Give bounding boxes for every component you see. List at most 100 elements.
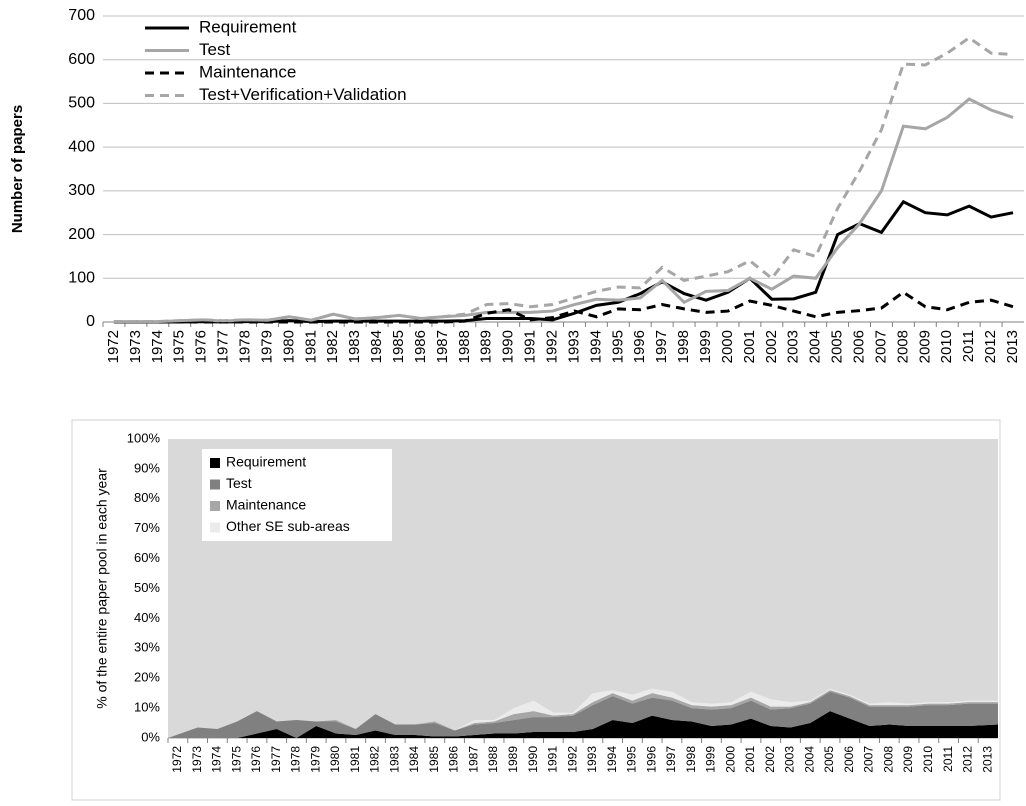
x-tick-label: 2012 — [961, 746, 975, 773]
x-tick-label: 1994 — [587, 330, 604, 363]
y-tick-label: 90% — [134, 460, 160, 475]
y-tick-label: 700 — [68, 7, 95, 24]
legend-swatch — [210, 501, 220, 511]
series-line — [113, 199, 1014, 324]
x-tick-label: 2005 — [822, 746, 836, 773]
x-tick-label: 2003 — [783, 746, 797, 773]
y-tick-label: 50% — [134, 580, 160, 595]
series-line — [113, 36, 1014, 324]
y-tick-label: 600 — [68, 51, 95, 68]
y-tick-label: 500 — [68, 95, 95, 112]
legend-label: Other SE sub-areas — [226, 518, 350, 534]
x-tick-label: 2004 — [802, 746, 816, 773]
x-tick-label: 1980 — [280, 330, 297, 363]
y-tick-label: 300 — [68, 182, 95, 199]
x-tick-label: 1984 — [407, 746, 421, 773]
y-tick-label: 10% — [134, 700, 160, 715]
x-tick-label: 1988 — [486, 746, 500, 773]
x-tick-label: 1972 — [170, 746, 184, 773]
y-tick-label: 200 — [68, 226, 95, 243]
x-tick-label: 2003 — [785, 330, 802, 363]
x-tick-label: 2002 — [763, 746, 777, 773]
x-tick-label: 1976 — [249, 746, 263, 773]
y-tick-label: 0 — [86, 313, 95, 330]
x-tick-label: 1973 — [127, 330, 144, 363]
x-tick-label: 1974 — [149, 330, 166, 363]
x-tick-label: 1982 — [324, 330, 341, 363]
x-tick-label: 1996 — [631, 330, 648, 363]
y-tick-label: 30% — [134, 640, 160, 655]
y-tick-label: 40% — [134, 610, 160, 625]
legend-label: Test+Verification+Validation — [199, 85, 407, 104]
x-tick-label: 1984 — [368, 330, 385, 363]
x-tick-label: 2013 — [1004, 330, 1021, 363]
x-tick-label: 1985 — [427, 746, 441, 773]
x-tick-label: 1997 — [664, 746, 678, 773]
x-tick-label: 2012 — [982, 330, 999, 363]
x-tick-label: 2000 — [719, 330, 736, 363]
x-tick-label: 1976 — [193, 330, 210, 363]
x-tick-label: 1974 — [210, 746, 224, 773]
x-tick-label: 1988 — [456, 330, 473, 363]
x-tick-label: 1982 — [368, 746, 382, 773]
x-tick-label: 2007 — [872, 330, 889, 363]
x-tick-label: 1972 — [105, 330, 122, 363]
x-tick-label: 2009 — [916, 330, 933, 363]
x-tick-label: 1980 — [328, 746, 342, 773]
legend-label: Requirement — [226, 454, 306, 470]
legend-swatch — [210, 522, 220, 533]
y-tick-label: 100% — [127, 430, 161, 445]
area — [168, 691, 998, 738]
x-tick-label: 1993 — [585, 746, 599, 773]
legend-label: Test — [199, 40, 230, 59]
y-tick-label: 0% — [141, 729, 160, 744]
y-tick-label: 20% — [134, 670, 160, 685]
x-tick-label: 1989 — [506, 746, 520, 773]
x-tick-label: 2002 — [763, 330, 780, 363]
x-tick-label: 1981 — [302, 330, 319, 363]
x-tick-label: 2009 — [901, 746, 915, 773]
legend-label: Test — [226, 475, 252, 491]
x-tick-label: 1986 — [447, 746, 461, 773]
x-tick-label: 1994 — [605, 746, 619, 773]
x-tick-label: 2008 — [894, 330, 911, 363]
x-tick-label: 1998 — [675, 330, 692, 363]
x-tick-label: 2001 — [743, 746, 757, 773]
x-tick-label: 1977 — [215, 330, 232, 363]
x-tick-label: 1998 — [684, 746, 698, 773]
x-tick-label: 1993 — [565, 330, 582, 363]
x-tick-label: 1997 — [653, 330, 670, 363]
y-axis-label: Number of papers — [9, 105, 26, 233]
x-tick-label: 2004 — [807, 330, 824, 363]
x-tick-label: 2008 — [881, 746, 895, 773]
x-tick-label: 1996 — [644, 746, 658, 773]
legend-swatch — [210, 479, 220, 490]
x-tick-label: 2000 — [723, 746, 737, 773]
legend-label: Maintenance — [226, 497, 306, 513]
x-tick-label: 2007 — [862, 746, 876, 773]
area — [168, 711, 998, 738]
x-tick-label: 1978 — [289, 746, 303, 773]
x-tick-label: 1989 — [478, 330, 495, 363]
x-tick-label: 1986 — [412, 330, 429, 363]
x-tick-label: 1978 — [237, 330, 254, 363]
x-tick-label: 1999 — [704, 746, 718, 773]
x-tick-label: 2006 — [851, 330, 868, 363]
x-tick-label: 1983 — [387, 746, 401, 773]
x-tick-label: 1991 — [522, 330, 539, 363]
y-tick-label: 60% — [134, 550, 160, 565]
x-tick-label: 1990 — [500, 330, 517, 363]
x-tick-label: 2010 — [921, 746, 935, 773]
y-tick-label: 70% — [134, 520, 160, 535]
x-tick-label: 1999 — [697, 330, 714, 363]
legend-swatch — [210, 458, 220, 468]
x-tick-label: 2010 — [938, 330, 955, 363]
y-tick-label: 80% — [134, 490, 160, 505]
series-line — [113, 97, 1014, 324]
legend-label: Maintenance — [199, 62, 296, 81]
y-tick-label: 100 — [68, 270, 95, 287]
x-tick-label: 1992 — [565, 746, 579, 773]
legend-box — [202, 449, 392, 541]
x-tick-label: 1991 — [546, 746, 560, 773]
